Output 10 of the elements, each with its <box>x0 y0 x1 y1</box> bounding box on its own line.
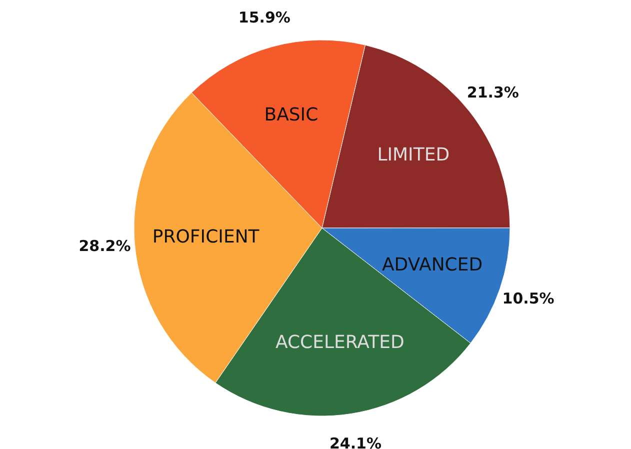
slice-label: ACCELERATED <box>275 332 404 354</box>
slice-label: PROFICIENT <box>152 226 260 248</box>
data-label: 28.2% <box>78 236 131 255</box>
slice-label: LIMITED <box>377 144 450 166</box>
data-label: 21.3% <box>466 84 519 102</box>
data-label: 15.9% <box>238 8 290 27</box>
slice-label: ADVANCED <box>382 254 483 276</box>
data-label: 10.5% <box>502 290 554 308</box>
data-label: 24.1% <box>329 434 382 449</box>
slice-label: BASIC <box>264 104 318 126</box>
